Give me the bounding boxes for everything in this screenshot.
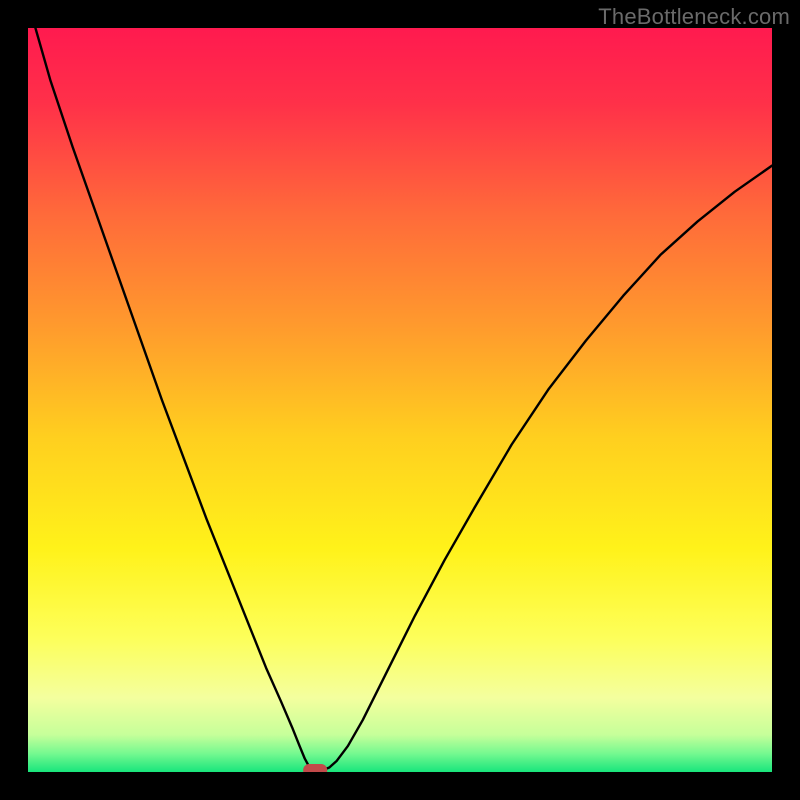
plot-area: [28, 28, 772, 777]
chart-root: { "watermark": { "text": "TheBottleneck.…: [0, 0, 800, 800]
bottleneck-chart: [0, 0, 800, 800]
gradient-background: [28, 28, 772, 772]
